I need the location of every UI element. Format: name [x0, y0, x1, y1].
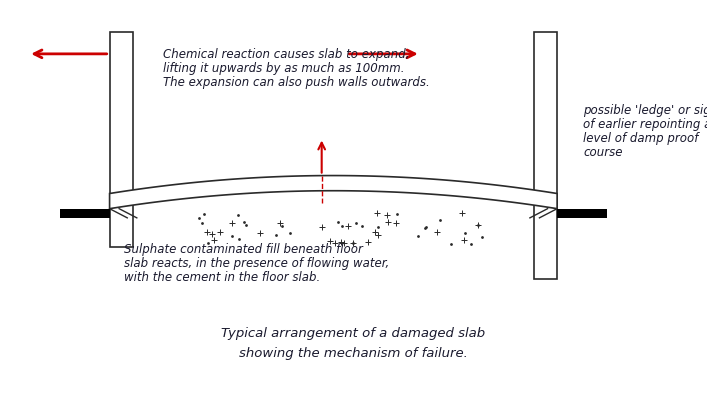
- Text: possible 'ledge' or sign: possible 'ledge' or sign: [583, 104, 707, 117]
- Polygon shape: [110, 176, 557, 209]
- Text: level of damp proof: level of damp proof: [583, 132, 699, 145]
- Bar: [534, 32, 557, 279]
- Text: slab reacts, in the presence of flowing water,: slab reacts, in the presence of flowing …: [124, 257, 389, 271]
- Text: lifting it upwards by as much as 100mm.: lifting it upwards by as much as 100mm.: [163, 62, 404, 75]
- Bar: [557, 209, 607, 218]
- Text: of earlier repointing at: of earlier repointing at: [583, 118, 707, 131]
- Bar: [110, 32, 133, 247]
- Text: showing the mechanism of failure.: showing the mechanism of failure.: [239, 347, 468, 360]
- Text: Chemical reaction causes slab to expand,: Chemical reaction causes slab to expand,: [163, 48, 409, 61]
- Text: course: course: [583, 146, 623, 159]
- Text: Sulphate contaminated fill beneath floor: Sulphate contaminated fill beneath floor: [124, 243, 363, 257]
- Text: The expansion can also push walls outwards.: The expansion can also push walls outwar…: [163, 76, 429, 89]
- Bar: [60, 209, 110, 218]
- Text: with the cement in the floor slab.: with the cement in the floor slab.: [124, 271, 320, 284]
- Text: Typical arrangement of a damaged slab: Typical arrangement of a damaged slab: [221, 327, 486, 340]
